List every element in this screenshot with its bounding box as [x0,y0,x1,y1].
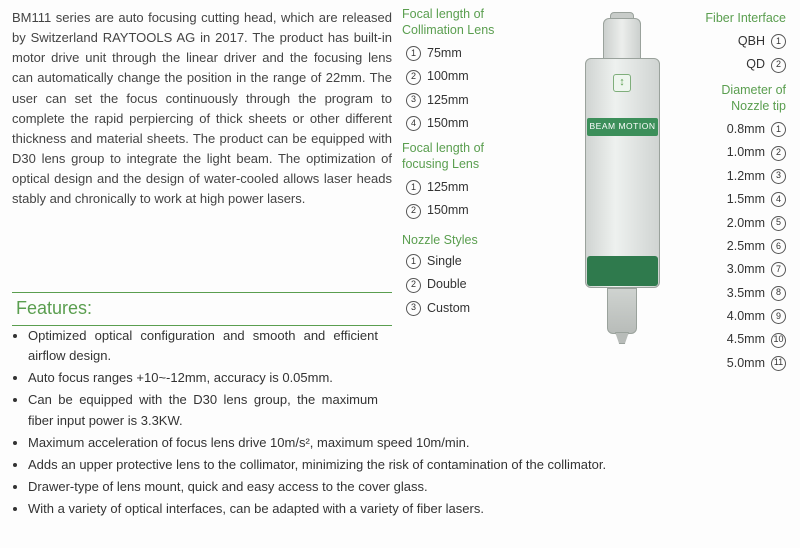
index-icon: 2 [771,146,786,161]
device-body [585,58,660,288]
index-icon: 10 [771,333,786,348]
fiber-interface-heading: Fiber Interface [690,10,786,26]
nozzle-tip-heading-l2: Nozzle tip [731,99,786,113]
spec-row: 1.5mm 4 [690,190,786,209]
spec-row: 0.8mm 1 [690,120,786,139]
fiber-interface-list: QBH 1 QD 2 [690,32,786,79]
device-label: BEAM MOTION [587,118,658,136]
spec-value: QBH [738,32,765,51]
spec-value: 150mm [427,201,469,220]
index-icon: 3 [771,169,786,184]
spec-value: Single [427,252,462,271]
index-icon: 11 [771,356,786,371]
index-icon: 2 [406,278,421,293]
spec-row: 1 Single [406,252,470,271]
index-icon: 1 [406,180,421,195]
spec-value: Double [427,275,467,294]
spec-value: 150mm [427,114,469,133]
spec-row: QD 2 [690,55,786,74]
spec-row: 4.0mm 9 [690,307,786,326]
spec-row: 1 75mm [406,44,469,63]
collimation-heading-l2: Collimation Lens [402,23,494,37]
spec-row: 4.5mm 10 [690,330,786,349]
spec-value: 100mm [427,67,469,86]
spec-value: 125mm [427,91,469,110]
focusing-list: 1 125mm 2 150mm [406,178,469,225]
focusing-heading-l1: Focal length of [402,141,484,155]
feature-item: Can be equipped with the D30 lens group,… [28,390,388,430]
index-icon: 3 [406,301,421,316]
spec-value: 2.0mm [727,214,765,233]
spec-row: 1.2mm 3 [690,167,786,186]
index-icon: 9 [771,309,786,324]
spec-value: 5.0mm [727,354,765,373]
spec-row: 5.0mm 11 [690,354,786,373]
focusing-heading-l2: focusing Lens [402,157,479,171]
spec-value: 4.5mm [727,330,765,349]
feature-item: Optimized optical configuration and smoo… [28,326,388,366]
collimation-list: 1 75mm 2 100mm 3 125mm 4 150mm [406,44,469,138]
index-icon: 2 [406,70,421,85]
spec-row: 1.0mm 2 [690,143,786,162]
index-icon: 6 [771,239,786,254]
spec-value: 1.0mm [727,143,765,162]
features-list: Optimized optical configuration and smoo… [28,326,778,521]
feature-item: With a variety of optical interfaces, ca… [28,499,778,519]
spec-value: 75mm [427,44,462,63]
nozzle-tip-heading-l1: Diameter of [721,83,786,97]
spec-row: 3.5mm 8 [690,284,786,303]
spec-row: 2 Double [406,275,470,294]
spec-row: 1 125mm [406,178,469,197]
feature-item: Auto focus ranges +10~-12mm, accuracy is… [28,368,388,388]
index-icon: 2 [406,204,421,219]
spec-row: 4 150mm [406,114,469,133]
feature-item: Adds an upper protective lens to the col… [28,455,778,475]
spec-row: 2 150mm [406,201,469,220]
spec-row: 3 Custom [406,299,470,318]
arrow-icon: ↕ [613,74,631,92]
index-icon: 1 [406,254,421,269]
spec-value: 4.0mm [727,307,765,326]
index-icon: 8 [771,286,786,301]
nozzle-tip-heading: Diameter of Nozzle tip [690,82,786,115]
index-icon: 1 [406,46,421,61]
device-illustration: ↕ BEAM MOTION [575,18,670,338]
spec-value: 3.5mm [727,284,765,303]
product-description: BM111 series are auto focusing cutting h… [12,8,392,209]
index-icon: 5 [771,216,786,231]
collimation-heading: Focal length of Collimation Lens [402,6,494,39]
spec-value: 2.5mm [727,237,765,256]
index-icon: 1 [771,34,786,49]
index-icon: 2 [771,58,786,73]
feature-item: Drawer-type of lens mount, quick and eas… [28,477,778,497]
spec-row: QBH 1 [690,32,786,51]
spec-value: 3.0mm [727,260,765,279]
spec-value: 0.8mm [727,120,765,139]
focusing-heading: Focal length of focusing Lens [402,140,484,173]
nozzle-styles-heading: Nozzle Styles [402,232,478,248]
index-icon: 3 [406,93,421,108]
collimation-heading-l1: Focal length of [402,7,484,21]
device-nozzle [607,288,637,334]
spec-value: 1.2mm [727,167,765,186]
spec-value: QD [746,55,765,74]
nozzle-styles-list: 1 Single 2 Double 3 Custom [406,252,470,322]
index-icon: 7 [771,262,786,277]
spec-row: 2.5mm 6 [690,237,786,256]
index-icon: 4 [771,192,786,207]
index-icon: 1 [771,122,786,137]
spec-value: 1.5mm [727,190,765,209]
spec-row: 2 100mm [406,67,469,86]
nozzle-tip-list: 0.8mm 1 1.0mm 2 1.2mm 3 1.5mm 4 2.0mm 5 2.5mm… [690,120,786,377]
feature-item: Maximum acceleration of focus lens drive… [28,433,778,453]
spec-row: 3.0mm 7 [690,260,786,279]
spec-value: Custom [427,299,470,318]
index-icon: 4 [406,116,421,131]
features-heading: Features: [12,292,392,326]
spec-row: 2.0mm 5 [690,214,786,233]
spec-row: 3 125mm [406,91,469,110]
device-green-ring [587,256,658,286]
device-top [603,18,641,60]
spec-value: 125mm [427,178,469,197]
